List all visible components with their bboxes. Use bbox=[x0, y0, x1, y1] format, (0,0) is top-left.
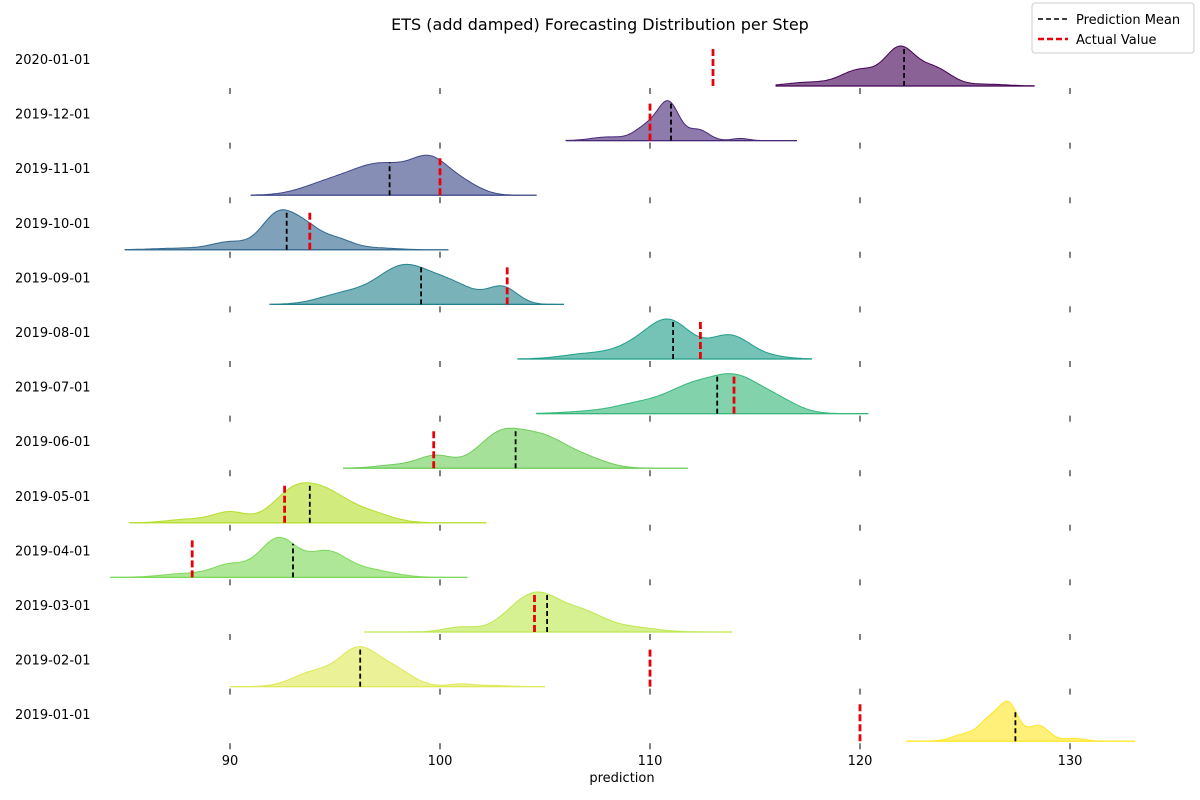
ridge-2019-06-01: 2019-06-01 bbox=[15, 427, 1071, 477]
x-axis: 90 100 110 120 130 bbox=[222, 743, 1083, 769]
density-area-2019-09-01 bbox=[269, 263, 564, 305]
ridge-2019-10-01: 2019-10-01 bbox=[15, 209, 1071, 258]
density-area-2019-05-01 bbox=[128, 482, 487, 524]
ridge-2019-07-01: 2019-07-01 bbox=[15, 373, 1071, 422]
chart-title: ETS (add damped) Forecasting Distributio… bbox=[391, 15, 809, 34]
ridge-2019-04-01: 2019-04-01 bbox=[15, 536, 1071, 586]
density-area-2019-02-01 bbox=[230, 646, 545, 688]
ridge-label-2019-04-01: 2019-04-01 bbox=[15, 544, 91, 559]
density-area-2019-03-01 bbox=[364, 591, 732, 633]
x-tick-label-130: 130 bbox=[1058, 754, 1083, 769]
legend-mean-label: Prediction Mean bbox=[1076, 13, 1180, 28]
ridge-label-2019-02-01: 2019-02-01 bbox=[15, 654, 91, 669]
ridge-2019-02-01: 2019-02-01 bbox=[15, 646, 1071, 695]
density-area-2019-07-01 bbox=[536, 373, 869, 415]
density-area-2019-08-01 bbox=[517, 318, 813, 360]
density-area-2020-01-01 bbox=[775, 45, 1035, 87]
ridge-2019-12-01: 2019-12-01 bbox=[15, 100, 1071, 149]
ridge-label-2019-06-01: 2019-06-01 bbox=[15, 435, 91, 450]
ridge-2019-01-01: 2019-01-01 bbox=[15, 700, 1136, 742]
legend-frame bbox=[1031, 2, 1195, 54]
ridge-label-2019-09-01: 2019-09-01 bbox=[15, 271, 91, 286]
ridge-label-2020-01-01: 2020-01-01 bbox=[15, 53, 91, 68]
ridge-2019-08-01: 2019-08-01 bbox=[15, 318, 1071, 367]
ridge-label-2019-07-01: 2019-07-01 bbox=[15, 381, 91, 396]
ridge-label-2019-08-01: 2019-08-01 bbox=[15, 326, 91, 341]
ridge-2019-03-01: 2019-03-01 bbox=[15, 591, 1071, 640]
ridge-2019-05-01: 2019-05-01 bbox=[15, 482, 1071, 531]
x-tick-label-90: 90 bbox=[222, 754, 239, 769]
ridge-label-2019-12-01: 2019-12-01 bbox=[15, 108, 91, 123]
ridge-2020-01-01: 2020-01-01 bbox=[15, 45, 1071, 94]
density-area-2019-04-01 bbox=[110, 536, 468, 578]
ridge-label-2019-05-01: 2019-05-01 bbox=[15, 490, 91, 505]
x-axis-label: prediction bbox=[589, 771, 654, 786]
ridges: 2020-01-01 2019-12-01 2019-11-01 2019-10-01… bbox=[15, 45, 1136, 742]
ridge-label-2019-01-01: 2019-01-01 bbox=[15, 708, 91, 723]
x-tick-label-120: 120 bbox=[848, 754, 873, 769]
legend: Prediction Mean Actual Value bbox=[1031, 2, 1195, 54]
density-area-2019-11-01 bbox=[250, 154, 537, 196]
ridge-2019-09-01: 2019-09-01 bbox=[15, 263, 1071, 313]
density-area-2019-01-01 bbox=[906, 700, 1136, 742]
ridge-label-2019-11-01: 2019-11-01 bbox=[15, 162, 91, 177]
x-tick-label-100: 100 bbox=[428, 754, 453, 769]
density-area-2019-12-01 bbox=[565, 100, 797, 142]
ridge-label-2019-10-01: 2019-10-01 bbox=[15, 217, 91, 232]
legend-actual-label: Actual Value bbox=[1076, 33, 1157, 48]
ridge-2019-11-01: 2019-11-01 bbox=[15, 154, 1071, 204]
x-tick-label-110: 110 bbox=[638, 754, 663, 769]
ridge-label-2019-03-01: 2019-03-01 bbox=[15, 599, 91, 614]
